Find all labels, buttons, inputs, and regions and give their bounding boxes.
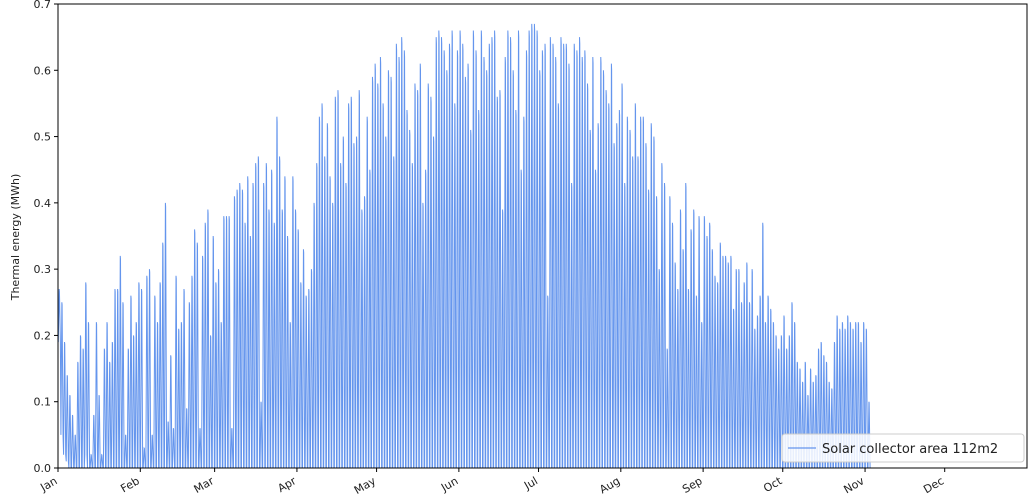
y-tick-label: 0.6 (34, 64, 52, 77)
y-tick-label: 0.1 (34, 396, 52, 409)
y-tick-label: 0.5 (34, 131, 52, 144)
y-axis: 0.0 0.1 0.2 0.3 0.4 0.5 0.6 0.7 (34, 0, 58, 475)
y-tick-label: 0.4 (34, 197, 52, 210)
plot-frame (57, 3, 1028, 469)
legend-label-solar-collector: Solar collector area 112m2 (822, 442, 998, 457)
y-tick-label: 0.7 (34, 0, 52, 11)
y-axis-title: Thermal energy (MWh) (9, 174, 22, 302)
x-tick-label: Jul (521, 474, 540, 492)
y-axis-title-group: Thermal energy (MWh) (9, 174, 22, 302)
y-tick-label: 0.2 (34, 329, 52, 342)
y-tick-label: 0.3 (34, 263, 52, 276)
y-tick-label: 0.0 (34, 462, 52, 475)
legend: Solar collector area 112m2 (781, 433, 1025, 463)
legend-box (781, 433, 1025, 463)
